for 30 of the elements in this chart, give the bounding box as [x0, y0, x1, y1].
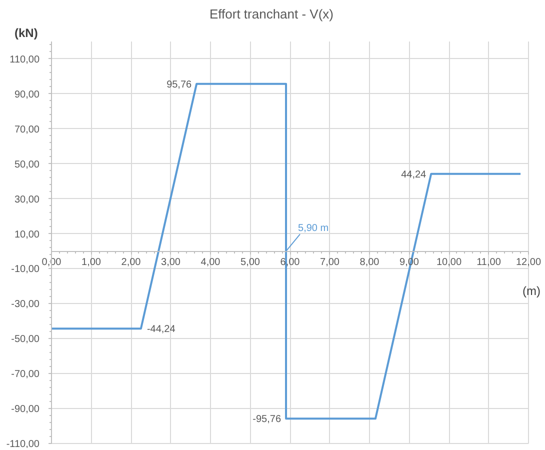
x-tick-label: 7,00 [320, 257, 340, 268]
x-axis-title: (m) [522, 284, 541, 298]
x-tick-label: 12,00 [516, 257, 542, 268]
y-tick-label: 70,00 [14, 124, 40, 136]
y-tick-label: 30,00 [14, 194, 40, 206]
y-tick-label: -30,00 [11, 299, 40, 310]
y-tick-label: -110,00 [6, 439, 40, 450]
x-tick-label: 11,00 [476, 257, 502, 268]
y-tick-label: 50,00 [14, 159, 40, 170]
chart-title: Effort tranchant - V(x) [209, 6, 334, 22]
y-tick-label: -70,00 [11, 369, 40, 380]
x-tick-label: 8,00 [360, 257, 380, 268]
y-tick-label: -90,00 [11, 404, 40, 416]
x-tick-label: 3,00 [161, 257, 181, 268]
x-tick-label: 10,00 [436, 257, 462, 268]
x-tick-label: 1,00 [82, 257, 102, 268]
data-label: 44,24 [401, 169, 427, 180]
y-tick-label: 10,00 [14, 229, 40, 240]
data-label: 95,76 [166, 79, 192, 90]
x-tick-label: 4,00 [200, 257, 221, 268]
y-tick-label: -10,00 [11, 264, 40, 276]
y-tick-label: -50,00 [11, 334, 40, 346]
annotation: 5,90 m [298, 223, 329, 234]
x-tick-label: 5,00 [240, 257, 260, 268]
y-tick-label: 110,00 [10, 54, 40, 66]
y-tick-label: 90,00 [14, 89, 40, 100]
x-tick-label: 2,00 [121, 257, 142, 268]
data-label: -44,24 [146, 324, 176, 336]
data-label: -95,76 [252, 414, 282, 426]
y-axis-title: (kN) [14, 26, 38, 40]
